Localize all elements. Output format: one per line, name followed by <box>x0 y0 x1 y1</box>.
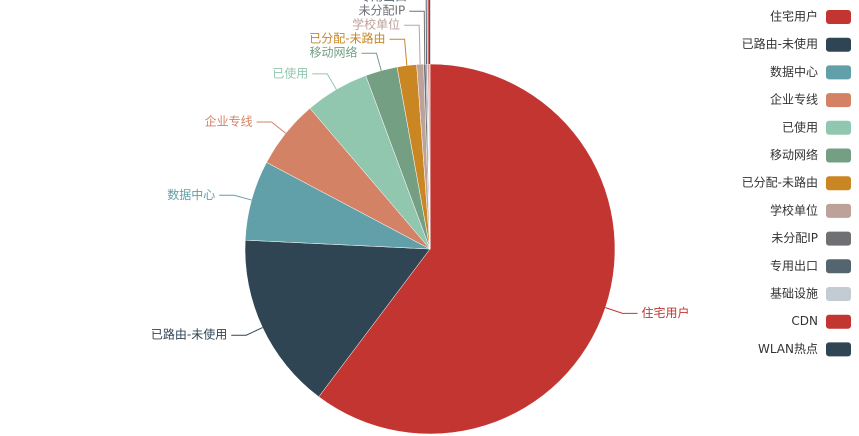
legend-swatch[interactable] <box>826 259 851 274</box>
legend-swatch[interactable] <box>826 65 851 80</box>
legend-label[interactable]: 已分配-未路由 <box>742 175 818 190</box>
slice-label: 企业专线 <box>205 114 253 129</box>
legend-swatch[interactable] <box>826 342 851 357</box>
legend-swatch[interactable] <box>826 148 851 163</box>
slice-label: 未分配IP <box>358 4 405 18</box>
legend-label[interactable]: 数据中心 <box>770 64 818 79</box>
legend-label[interactable]: 企业专线 <box>770 92 818 107</box>
legend-label[interactable]: 已使用 <box>782 119 818 134</box>
leader-line <box>409 10 426 65</box>
leader-line <box>429 0 431 65</box>
leader-line <box>231 327 263 336</box>
legend-label[interactable]: 已路由-未使用 <box>742 36 818 51</box>
leader-line <box>389 38 408 66</box>
legend-label[interactable]: 移动网络 <box>770 147 818 162</box>
slice-label: 已路由-未使用 <box>151 327 227 342</box>
leader-line <box>361 52 382 71</box>
legend-swatch[interactable] <box>826 231 851 246</box>
legend-swatch[interactable] <box>826 93 851 108</box>
slice-label: 学校单位 <box>352 17 400 32</box>
legend-label[interactable]: CDN <box>791 314 818 328</box>
slice-label: 数据中心 <box>167 187 215 202</box>
legend-swatch[interactable] <box>826 120 851 135</box>
legend-label[interactable]: WLAN热点 <box>758 342 818 356</box>
slice-label: 移动网络 <box>309 45 357 60</box>
legend-swatch[interactable] <box>826 287 851 301</box>
legend-label[interactable]: 专用出口 <box>770 258 818 273</box>
slice-label: 已使用 <box>272 65 308 80</box>
pie-slice <box>244 239 431 398</box>
legend-label[interactable]: 未分配IP <box>771 231 818 245</box>
slice-label: 住宅用户 <box>642 305 690 320</box>
legend-swatch[interactable] <box>826 203 851 218</box>
slice-label: 专用出口 <box>359 0 407 4</box>
leader-line <box>605 307 638 314</box>
legend-label[interactable]: 学校单位 <box>770 202 818 217</box>
leader-line <box>256 121 286 134</box>
leader-line <box>404 24 421 65</box>
legend-label[interactable]: 住宅用户 <box>770 9 818 24</box>
leader-line <box>425 0 428 65</box>
slice-label: 已分配-未路由 <box>309 31 385 46</box>
legend-swatch[interactable] <box>826 37 851 52</box>
legend-label[interactable]: 基础设施 <box>770 287 818 301</box>
legend-swatch[interactable] <box>826 10 851 24</box>
legend-swatch[interactable] <box>826 314 851 329</box>
leader-line <box>426 0 429 65</box>
leader-line <box>219 194 252 201</box>
leader-line <box>312 73 337 90</box>
leader-line <box>428 0 430 65</box>
legend-swatch[interactable] <box>826 176 851 191</box>
